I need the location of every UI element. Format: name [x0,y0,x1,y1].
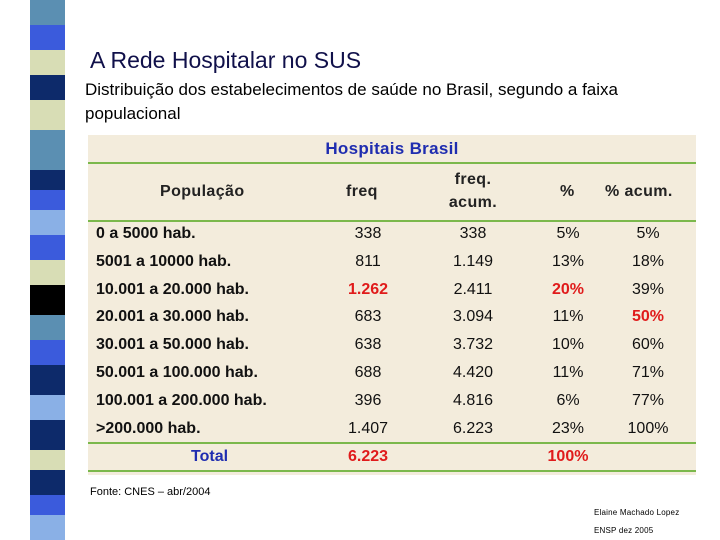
cell-freq: 1.407 [347,419,389,437]
header-freq-acum-1: freq. [454,171,492,188]
rule [88,162,696,164]
header-freq: freq [346,183,378,200]
cell-acum: 2.411 [453,280,493,298]
cell-freq: 683 [354,308,382,326]
cell-pct-acum: 100% [627,419,669,437]
cell-acum: 338 [459,225,487,242]
cell-pct: 5% [556,225,580,242]
cell-pct-acum: 5% [636,225,660,242]
cell-pct: 20% [551,280,585,298]
total-freq: 6.223 [347,448,389,465]
cell-pop: 20.001 a 30.000 hab. [96,308,249,326]
cell-pct: 6% [556,391,580,409]
cell-freq: 396 [354,391,382,409]
cell-acum: 1.149 [452,252,494,270]
author-org: ENSP dez 2005 [594,526,654,535]
cell-freq: 1.262 [347,280,389,298]
cell-pct-acum: 60% [631,336,665,354]
rule [88,442,696,444]
total-label: Total [191,448,229,465]
cell-pct-acum: 39% [631,280,665,298]
header-pct: % [560,183,575,200]
cell-pop: >200.000 hab. [96,419,201,437]
cell-pop: 0 a 5000 hab. [96,225,196,242]
cell-acum: 3.732 [452,336,494,354]
cell-pct: 11% [552,364,584,381]
cell-pct: 23% [551,419,585,437]
author-name: Elaine Machado Lopez [594,508,680,517]
cell-pop: 5001 a 10000 hab. [96,252,232,270]
total-pct: 100% [547,448,589,465]
page-title: A Rede Hospitalar no SUS [90,47,362,74]
page-subtitle: Distribuição dos estabelecimentos de saú… [85,80,618,123]
cell-pct: 13% [551,252,585,270]
decorative-stripe [30,0,65,540]
cell-acum: 6.223 [452,419,494,437]
cell-freq: 338 [354,225,382,242]
cell-pop: 100.001 a 200.000 hab. [96,391,267,409]
header-population: População [160,183,245,200]
rule [88,470,696,472]
source-note: Fonte: CNES – abr/2004 [90,486,211,498]
cell-pct-acum: 71% [631,364,665,381]
cell-freq: 811 [355,252,381,270]
cell-pop: 30.001 a 50.000 hab. [96,336,249,354]
header-freq-acum-2: acum. [448,194,498,211]
hospital-table: Hospitais Brasil População freq freq. ac… [88,135,696,475]
rule [88,220,696,222]
cell-pop: 10.001 a 20.000 hab. [96,280,249,298]
cell-pct-acum: 77% [631,391,665,409]
cell-pct: 10% [551,336,585,354]
cell-acum: 3.094 [452,308,494,326]
cell-pct-acum: 18% [631,252,665,270]
cell-pct: 11% [552,308,584,326]
cell-acum: 4.816 [452,391,494,409]
table-caption: Hospitais Brasil [325,139,459,158]
cell-acum: 4.420 [452,364,494,381]
cell-pct-acum: 50% [631,308,665,326]
cell-freq: 688 [354,364,382,381]
header-pct-acum: % acum. [605,183,673,200]
cell-freq: 638 [354,336,382,354]
cell-pop: 50.001 a 100.000 hab. [96,364,258,381]
